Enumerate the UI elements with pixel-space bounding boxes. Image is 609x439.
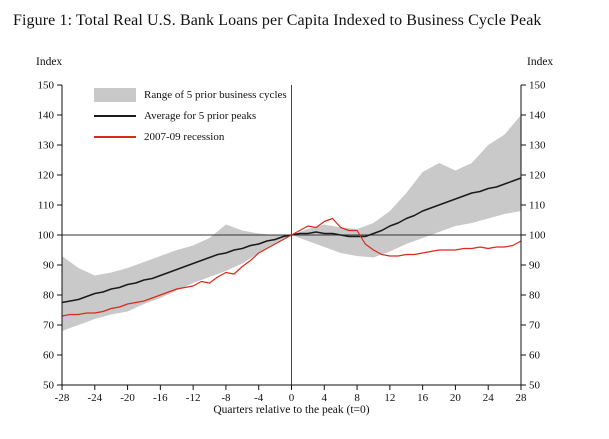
y-tick-label-right: 110 — [529, 200, 546, 212]
y-tick-label-left: 140 — [38, 110, 55, 122]
y-tick-label-left: 70 — [43, 320, 55, 332]
x-tick-label: -16 — [153, 392, 168, 404]
range-band — [62, 115, 521, 331]
x-tick-label: 12 — [384, 392, 395, 404]
legend-item-range: Range of 5 prior business cycles — [94, 84, 287, 105]
y-tick-label-left: 120 — [38, 170, 55, 182]
y-tick-label-left: 80 — [43, 290, 55, 302]
legend-label-recession: 2007-09 recession — [144, 130, 225, 143]
series-line-1 — [61, 217, 522, 317]
y-tick-label-right: 60 — [529, 350, 541, 362]
y-tick-label-left: 130 — [38, 140, 55, 152]
y-tick-label-left: 90 — [43, 260, 55, 272]
y-tick-label-right: 100 — [529, 230, 546, 242]
figure-title: Figure 1: Total Real U.S. Bank Loans per… — [13, 12, 542, 29]
legend-label-range: Range of 5 prior business cycles — [144, 88, 287, 101]
y-tick-label-left: 60 — [43, 350, 55, 362]
recession-line-swatch — [94, 135, 136, 138]
y-tick-label-left: 50 — [43, 380, 55, 392]
legend-label-average: Average for 5 prior peaks — [144, 109, 257, 122]
x-tick-label: 24 — [483, 392, 495, 404]
x-tick-label: -24 — [87, 392, 102, 404]
x-tick-label: 16 — [417, 392, 429, 404]
legend-item-recession: 2007-09 recession — [94, 126, 287, 147]
y-axis-label-left: Index — [36, 56, 63, 68]
y-tick-label-right: 80 — [529, 290, 541, 302]
y-tick-label-right: 70 — [529, 320, 541, 332]
y-tick-label-right: 90 — [529, 260, 541, 272]
x-tick-label: -12 — [186, 392, 201, 404]
y-tick-label-right: 140 — [529, 110, 546, 122]
y-tick-label-right: 150 — [529, 80, 546, 92]
average-line-swatch — [94, 114, 136, 117]
legend: Range of 5 prior business cycles Average… — [94, 84, 287, 147]
y-tick-label-left: 110 — [38, 200, 55, 212]
y-tick-label-left: 100 — [38, 230, 55, 242]
x-tick-label: 20 — [450, 392, 462, 404]
y-tick-label-left: 150 — [38, 80, 55, 92]
x-tick-label: -20 — [120, 392, 135, 404]
range-band-swatch — [94, 87, 136, 102]
y-tick-label-right: 130 — [529, 140, 546, 152]
x-tick-label: -8 — [221, 392, 231, 404]
x-axis-label: Quarters relative to the peak (t=0) — [213, 404, 370, 416]
x-tick-label: 28 — [516, 392, 528, 404]
y-axis-label-right: Index — [527, 56, 554, 68]
x-tick-label: 4 — [322, 392, 328, 404]
x-tick-label: 8 — [354, 392, 360, 404]
legend-item-average: Average for 5 prior peaks — [94, 105, 287, 126]
x-tick-label: -4 — [254, 392, 264, 404]
x-tick-label: 0 — [289, 392, 295, 404]
y-tick-label-right: 50 — [529, 380, 541, 392]
x-tick-label: -28 — [55, 392, 70, 404]
y-tick-label-right: 120 — [529, 170, 546, 182]
